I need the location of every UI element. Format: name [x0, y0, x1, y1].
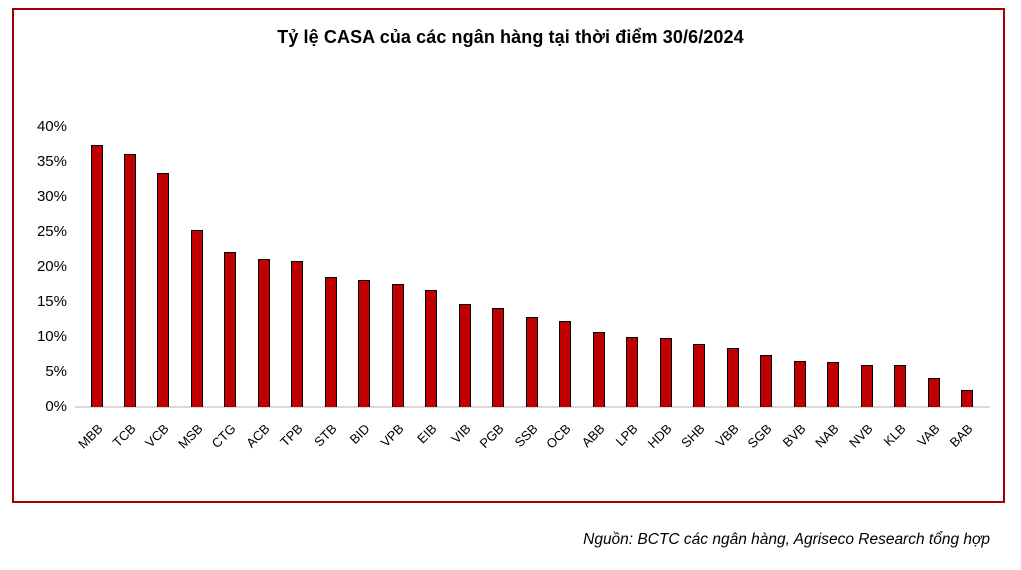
chart-frame [12, 8, 1005, 503]
bar-ABB [592, 332, 605, 407]
bar-OCB [559, 320, 572, 407]
y-tick-label: 30% [36, 188, 67, 205]
bar-VPB [391, 283, 404, 407]
bar-BID [358, 279, 371, 407]
chart-title: Tỷ lệ CASA của các ngân hàng tại thời đi… [277, 27, 744, 47]
bar-BVB [793, 360, 806, 407]
bar-STB [324, 276, 337, 407]
y-tick-label: 20% [36, 258, 67, 275]
y-tick-label: 10% [36, 328, 67, 345]
bar-NAB [827, 362, 840, 407]
bar-MSB [190, 229, 203, 407]
y-tick-label: 15% [36, 293, 67, 310]
source-note: Nguồn: BCTC các ngân hàng, Agriseco Rese… [583, 531, 990, 548]
y-tick-label: 5% [45, 363, 67, 380]
bar-VBB [726, 348, 739, 407]
bar-HDB [659, 338, 672, 407]
y-tick-label: 40% [36, 118, 67, 135]
bar-SHB [693, 344, 706, 407]
bar-MBB [90, 144, 103, 407]
bar-VCB [157, 172, 170, 407]
bar-BAB [960, 390, 973, 407]
bar-LPB [626, 337, 639, 407]
bar-ACB [257, 259, 270, 407]
y-tick-label: 25% [36, 223, 67, 240]
bar-EIB [425, 290, 438, 407]
bar-SGB [760, 355, 773, 407]
bar-SSB [525, 317, 538, 407]
y-tick-label: 35% [36, 153, 67, 170]
y-tick-label: 0% [45, 398, 67, 415]
bar-CTG [224, 252, 237, 407]
bar-TPB [291, 261, 304, 407]
bar-VAB [927, 378, 940, 407]
bar-VIB [458, 304, 471, 407]
x-axis-baseline [75, 406, 990, 408]
bar-NVB [860, 365, 873, 407]
bar-TCB [123, 153, 136, 407]
bar-KLB [894, 365, 907, 407]
bar-PGB [492, 308, 505, 407]
